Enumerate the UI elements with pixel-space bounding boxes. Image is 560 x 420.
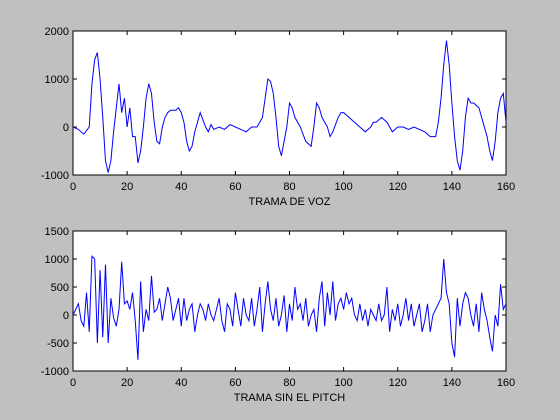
x-tick-label: 60	[229, 181, 241, 193]
x-tick-label: 100	[334, 181, 352, 193]
y-tick-label: -1000	[41, 366, 69, 378]
x-tick-label: 20	[121, 181, 133, 193]
y-tick-label: 500	[51, 282, 69, 294]
x-axis-label: TRAMA SIN EL PITCH	[234, 392, 346, 404]
x-tick-label: 160	[497, 181, 515, 193]
x-tick-label: 0	[70, 377, 76, 389]
x-tick-label: 100	[334, 377, 352, 389]
x-tick-label: 40	[175, 377, 187, 389]
x-tick-label: 160	[497, 377, 515, 389]
x-tick-label: 120	[389, 377, 407, 389]
signal-line	[72, 255, 507, 360]
x-tick-label: 60	[229, 377, 241, 389]
y-tick-label: 1500	[45, 226, 69, 238]
x-tick-label: 140	[443, 377, 461, 389]
x-tick-label: 80	[283, 377, 295, 389]
x-axis-label: TRAMA DE VOZ	[249, 196, 331, 208]
plot-area	[72, 230, 507, 372]
y-tick-label: 1000	[45, 74, 69, 86]
x-tick-label: 140	[443, 181, 461, 193]
y-tick-label: 0	[63, 122, 69, 134]
y-tick-label: 0	[63, 310, 69, 322]
x-tick-label: 20	[121, 377, 133, 389]
y-tick-label: -500	[47, 338, 69, 350]
y-tick-label: 2000	[45, 26, 69, 38]
x-tick-label: 40	[175, 181, 187, 193]
x-tick-label: 120	[389, 181, 407, 193]
y-tick-label: -1000	[41, 170, 69, 182]
x-tick-label: 80	[283, 181, 295, 193]
signal-line	[72, 40, 507, 173]
y-tick-label: 1000	[45, 254, 69, 266]
x-tick-label: 0	[70, 181, 76, 193]
